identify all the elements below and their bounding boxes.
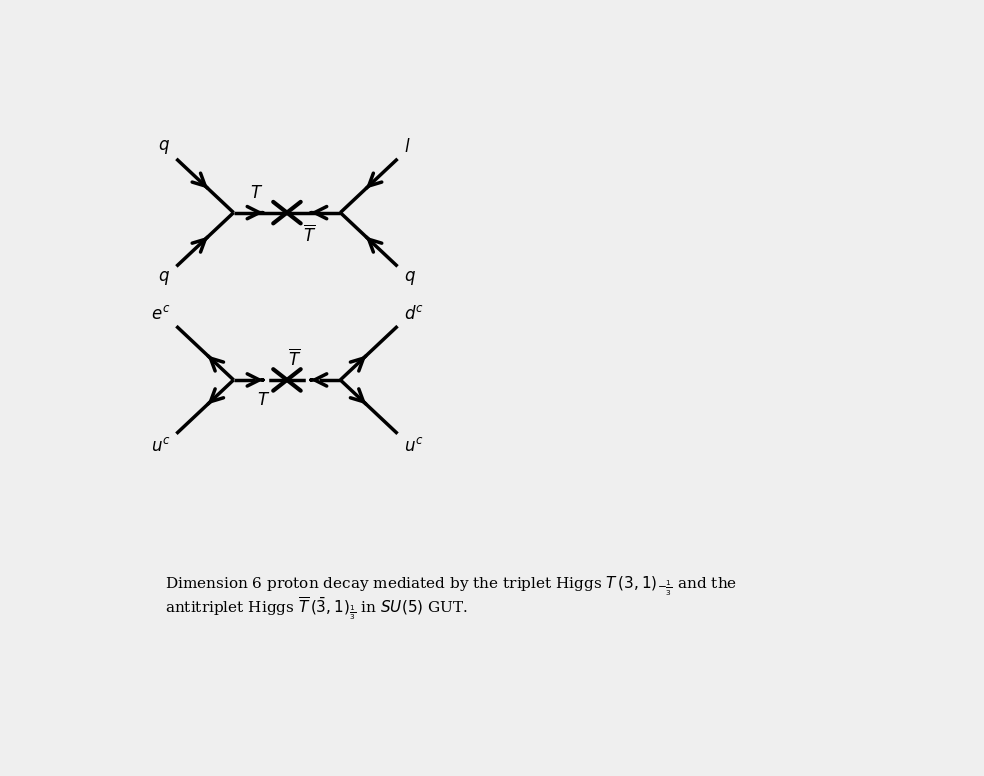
Text: $e^c$: $e^c$ bbox=[151, 305, 170, 323]
Text: $T$: $T$ bbox=[250, 185, 263, 202]
Text: $\overline{T}$: $\overline{T}$ bbox=[288, 348, 301, 369]
Text: $q$: $q$ bbox=[158, 138, 170, 156]
Text: $\overline{T}$: $\overline{T}$ bbox=[303, 224, 317, 245]
Text: Dimension 6 proton decay mediated by the triplet Higgs $T\,(3,1)_{-\frac{1}{3}}$: Dimension 6 proton decay mediated by the… bbox=[165, 575, 737, 598]
Text: $q$: $q$ bbox=[403, 269, 415, 287]
Text: $T$: $T$ bbox=[258, 392, 271, 409]
Text: $q$: $q$ bbox=[158, 269, 170, 287]
Text: $u^c$: $u^c$ bbox=[151, 437, 170, 455]
Text: $d^c$: $d^c$ bbox=[403, 305, 424, 323]
Text: antitriplet Higgs $\overline{T}\,(\bar{3},1)_{\frac{1}{3}}$ in $SU(5)$ GUT.: antitriplet Higgs $\overline{T}\,(\bar{3… bbox=[165, 595, 468, 622]
Text: $u^c$: $u^c$ bbox=[403, 437, 423, 455]
Text: $l$: $l$ bbox=[403, 138, 410, 156]
